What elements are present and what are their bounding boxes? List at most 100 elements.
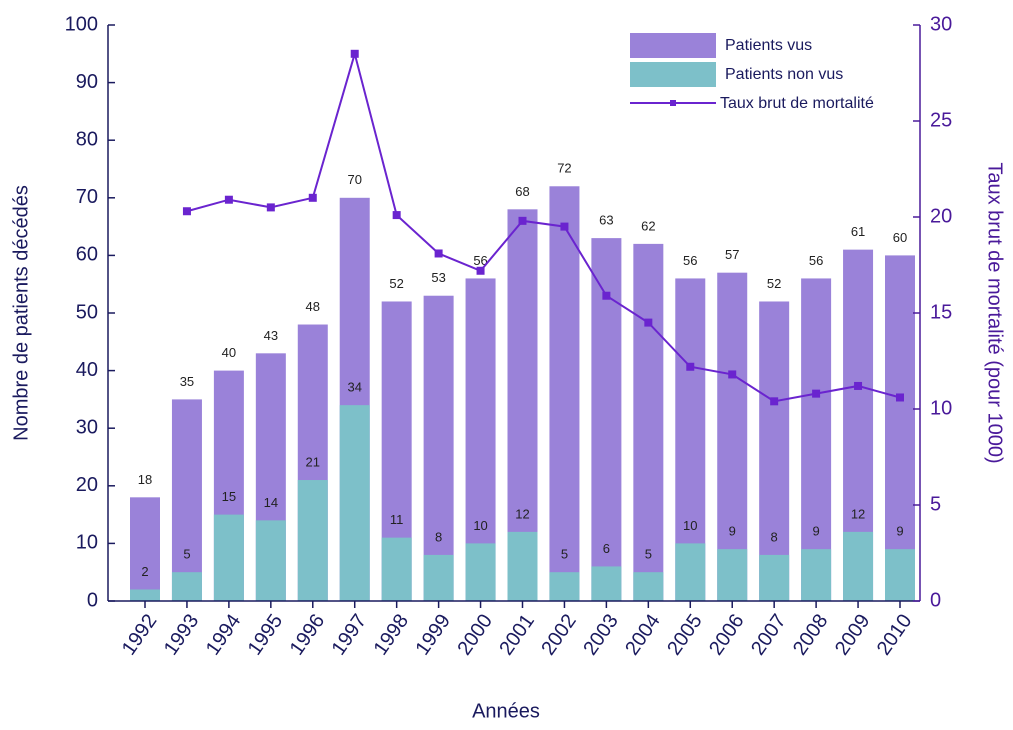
bar [717, 272, 748, 601]
data-label: 5 [183, 547, 190, 562]
x-tick-label: 2010 [873, 610, 917, 659]
y2-tick-label: 20 [930, 205, 952, 227]
bar [759, 554, 790, 601]
line-marker [224, 195, 233, 204]
data-label: 10 [473, 518, 487, 533]
data-label: 6 [603, 541, 610, 556]
x-tick-label: 1999 [411, 610, 455, 659]
data-label: 56 [809, 253, 823, 268]
x-tick-label: 1994 [202, 610, 246, 659]
bar [591, 566, 622, 601]
line-marker [266, 203, 275, 212]
x-tick-label: 1993 [160, 610, 204, 659]
data-label: 60 [893, 230, 907, 245]
line [186, 50, 901, 403]
bar [801, 549, 832, 601]
bar [549, 572, 580, 601]
bar [130, 589, 160, 601]
data-label: 11 [390, 512, 404, 527]
data-label: 35 [180, 374, 194, 389]
line-marker [728, 370, 737, 379]
data-label: 34 [347, 380, 361, 395]
x-tick-label: 1997 [328, 610, 372, 659]
bar [885, 549, 915, 601]
line-marker [770, 397, 779, 406]
bar [885, 255, 915, 601]
data-label: 40 [222, 345, 236, 360]
y2-axis-title: Taux brut de mortalité (pour 1000) [984, 162, 1006, 463]
line-marker [518, 216, 527, 225]
line-marker [308, 193, 317, 202]
data-label: 5 [561, 547, 568, 562]
line-marker [182, 207, 191, 216]
data-label: 2 [141, 564, 148, 579]
bar [423, 554, 454, 601]
line-marker [434, 249, 443, 258]
x-tick-label: 2001 [495, 610, 539, 659]
y2-tick-label: 5 [930, 493, 941, 515]
y-axis-title: Nombre de patients décédés [10, 185, 32, 441]
line-marker [602, 291, 611, 300]
legend-label: Patients vus [725, 37, 812, 54]
x-tick-label: 2000 [453, 610, 497, 659]
data-label: 53 [431, 270, 445, 285]
line-marker [812, 389, 821, 398]
data-label: 48 [306, 299, 320, 314]
y-tick-label: 0 [87, 589, 98, 611]
data-label: 56 [473, 253, 487, 268]
bar [171, 572, 202, 601]
bar [171, 399, 202, 601]
legend-label: Taux brut de mortalité [720, 95, 874, 112]
bar [801, 278, 832, 601]
x-tick-label: 2002 [537, 610, 581, 659]
x-tick-label: 2005 [663, 610, 707, 659]
data-label: 9 [729, 524, 736, 539]
y-tick-label: 40 [76, 359, 98, 381]
y-tick-label: 90 [76, 71, 98, 93]
y-tick-label: 50 [76, 301, 98, 323]
line-marker [896, 393, 904, 402]
x-tick-label: 2004 [621, 610, 665, 659]
data-label: 63 [599, 213, 613, 228]
x-tick-label: 2006 [705, 610, 749, 659]
y2-tick-label: 30 [930, 13, 952, 35]
data-label: 5 [645, 547, 652, 562]
bar [465, 543, 496, 601]
data-label: 8 [771, 529, 778, 544]
data-label: 52 [767, 276, 781, 291]
line-marker [350, 49, 359, 58]
bar [507, 531, 538, 601]
data-label: 15 [222, 489, 236, 504]
line-marker [644, 318, 653, 327]
data-label: 68 [515, 184, 529, 199]
bar [255, 520, 286, 601]
bar [423, 295, 454, 601]
y-tick-label: 10 [76, 532, 98, 554]
data-label: 62 [641, 218, 655, 233]
line-marker [686, 362, 695, 371]
bar [759, 301, 790, 601]
line-marker [854, 381, 863, 390]
line-marker [560, 222, 569, 231]
data-label: 72 [557, 161, 571, 176]
y-tick-label: 80 [76, 128, 98, 150]
y-tick-label: 20 [76, 474, 98, 496]
legend-swatch [630, 62, 716, 87]
y2-tick-label: 15 [930, 301, 952, 323]
x-tick-label: 2009 [831, 610, 875, 659]
data-label: 8 [435, 529, 442, 544]
x-tick-label: 1992 [118, 610, 162, 659]
bar [381, 537, 412, 601]
data-label: 14 [264, 495, 278, 510]
data-label: 43 [264, 328, 278, 343]
y-tick-label: 30 [76, 416, 98, 438]
data-label: 57 [725, 247, 739, 262]
y2-tick-label: 0 [930, 589, 941, 611]
line-marker [392, 211, 401, 220]
y2-tick-label: 25 [930, 109, 952, 131]
bar [213, 514, 244, 601]
data-label: 21 [306, 454, 320, 469]
legend-label: Patients non vus [725, 66, 843, 83]
bar [675, 543, 706, 601]
